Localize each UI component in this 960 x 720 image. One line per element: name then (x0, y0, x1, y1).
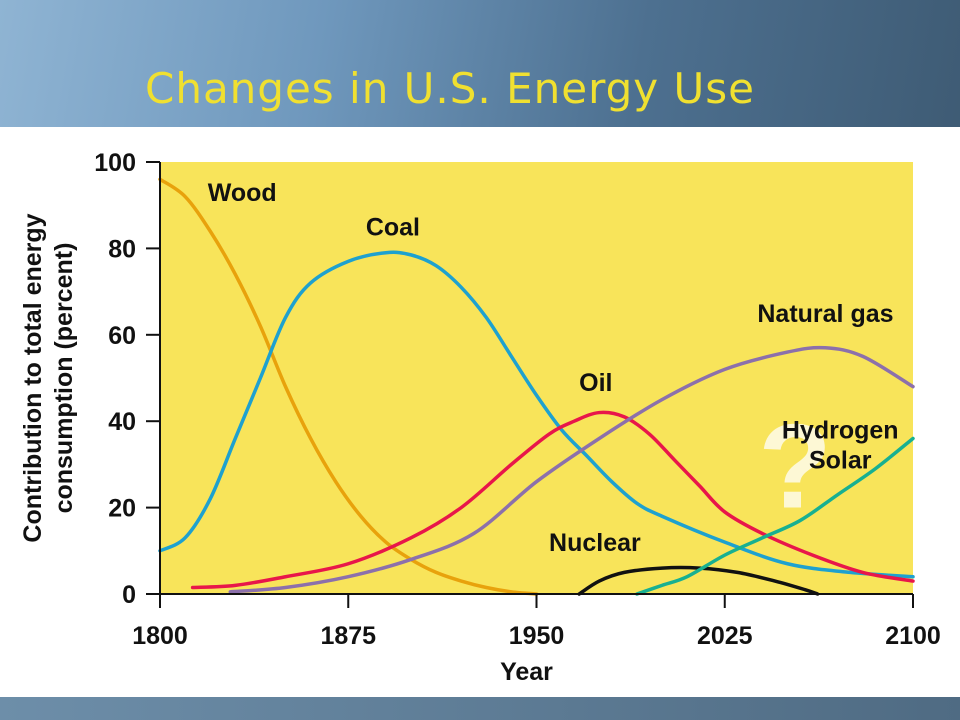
y-tick-label: 40 (108, 408, 136, 436)
series-line-oil (190, 410, 915, 590)
series-line-natural-gas (228, 345, 915, 594)
series-line-hydrogen-solar (635, 436, 915, 596)
slide-title: Changes in U.S. Energy Use (145, 64, 755, 113)
y-tick-label: 20 (108, 495, 136, 523)
x-tick-label: 1950 (509, 622, 565, 650)
series-label-nuclear: Nuclear (549, 529, 641, 557)
series-line-coal (158, 250, 915, 579)
plot-area (160, 162, 913, 594)
series-label-hydrogen-solar: Solar (809, 446, 872, 474)
question-mark-annotation: ? (758, 400, 831, 534)
series-label-coal: Coal (366, 213, 420, 241)
bottom-bar (0, 697, 960, 720)
series-label-oil: Oil (579, 369, 612, 397)
y-axis-title-line2: consumption (percent) (50, 243, 78, 514)
chart-panel: ? Wood Coal Natural gas Oil Hydrogen Solar Nucl… (0, 127, 960, 697)
series-label-natural-gas: Natural gas (757, 300, 893, 328)
x-tick-label: 2025 (697, 622, 753, 650)
series-label-hydrogen-solar: Hydrogen (782, 416, 899, 444)
y-tick-label: 100 (94, 149, 136, 177)
series-line-wood (158, 177, 539, 596)
x-tick-label: 1800 (132, 622, 188, 650)
y-axis-title-line1: Contribution to total energy (19, 213, 47, 542)
y-tick-label: 80 (108, 235, 136, 263)
series-label-wood: Wood (208, 179, 277, 207)
x-tick-label: 2100 (885, 622, 941, 650)
y-tick-label: 0 (122, 581, 136, 609)
y-tick-label: 60 (108, 322, 136, 350)
x-axis-title: Year (500, 658, 553, 686)
x-tick-label: 1875 (320, 622, 376, 650)
